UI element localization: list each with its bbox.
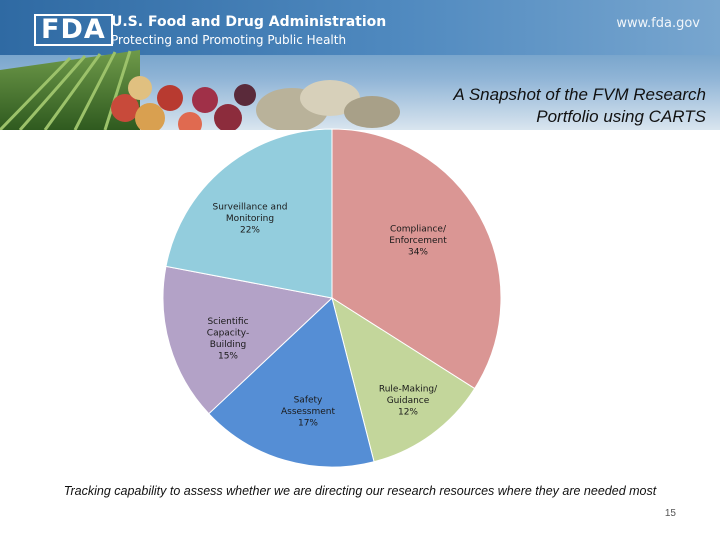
produce-photo-strip: [0, 50, 400, 130]
pie-slice-label-line: Assessment: [281, 407, 335, 417]
pie-slice-label-line: Enforcement: [389, 236, 447, 246]
agency-tagline: Protecting and Promoting Public Health: [111, 33, 347, 47]
pie-slice-label-line: Monitoring: [226, 214, 274, 224]
pie-slice-3: [162, 265, 334, 415]
website-link[interactable]: www.fda.gov: [616, 16, 700, 31]
pie-slice-0: [331, 128, 502, 390]
pie-slice-percent: 12%: [398, 408, 418, 418]
fda-logo: FDA: [34, 14, 113, 46]
pie-slice-label-0: Compliance/Enforcement 34%: [389, 225, 447, 258]
pie-slice-label-3: Scientific Capacity- Building 15%: [207, 317, 249, 362]
pie-slice-percent: 17%: [298, 419, 318, 429]
pie-slice-label-line: Compliance/: [390, 225, 447, 235]
pie-slice-label-line: Safety: [294, 396, 323, 406]
slide-title-line-1: A Snapshot of the FVM Research: [453, 85, 706, 104]
pie-slice-percent: 15%: [218, 351, 238, 361]
slide-caption: Tracking capability to assess whether we…: [63, 484, 657, 498]
pie-slice-1: [331, 296, 476, 463]
page-number: 15: [664, 508, 676, 519]
pie-slice-label-2: Safety Assessment 17%: [281, 396, 335, 429]
pie-slice-label-line: Building: [210, 340, 247, 350]
agency-name: U.S. Food and Drug Administration: [111, 14, 387, 30]
pie-slice-label-line: Rule-Making/: [379, 385, 438, 395]
pie-slice-percent: 34%: [408, 248, 428, 258]
pie-slice-label-4: Surveillance and Monitoring 22%: [213, 203, 288, 236]
pie-slice-label-line: Capacity-: [207, 328, 249, 338]
pie-slice-4: [165, 128, 333, 299]
slide-title-line-2: Portfolio using CARTS: [536, 107, 706, 126]
pie-slice-label-line: Surveillance and: [213, 203, 288, 213]
header-band: [0, 0, 720, 55]
pie-slice-label-1: Rule-Making/Guidance 12%: [379, 385, 438, 418]
pie-slice-percent: 22%: [240, 226, 260, 236]
pie-slice-2: [208, 297, 375, 468]
pie-slice-label-line: Guidance: [387, 396, 430, 406]
pie-slice-label-line: Scientific: [207, 317, 248, 327]
slide-title: A Snapshot of the FVM Research Portfolio…: [326, 84, 706, 128]
header-banner: FDA U.S. Food and Drug Administration Pr…: [0, 0, 720, 130]
